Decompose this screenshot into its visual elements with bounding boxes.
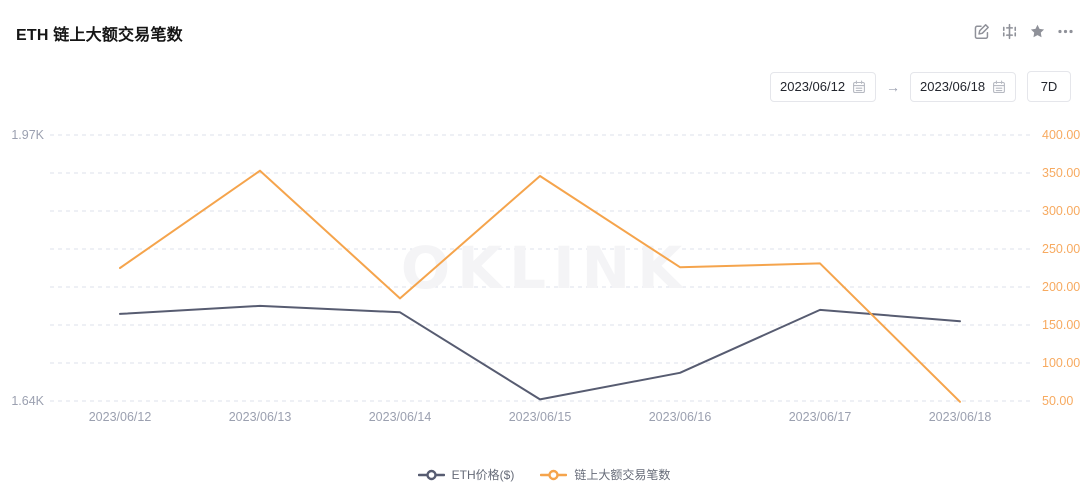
right-axis-tick-label: 50.00 [1042,394,1073,408]
x-axis-tick-label: 2023/06/18 [929,410,992,424]
legend-marker-icon [540,469,568,480]
series-line-right [119,169,961,403]
x-axis-tick-label: 2023/06/16 [649,410,712,424]
legend-label: 链上大额交易笔数 [574,468,671,482]
legend-marker-icon [417,469,445,480]
x-axis-tick-label: 2023/06/12 [89,410,152,424]
x-axis-tick-label: 2023/06/13 [229,410,292,424]
range-7d-button[interactable]: 7D [1027,71,1071,102]
legend-label: ETH价格($) [451,468,515,482]
calendar-icon [853,80,865,93]
right-axis-tick-label: 200.00 [1042,280,1080,294]
right-axis-tick-label: 150.00 [1042,318,1080,332]
page-title: ETH 链上大额交易笔数 [16,27,183,44]
end-date-value: 2023/06/18 [920,79,986,94]
indicator-compare-icon[interactable] [1001,23,1018,40]
start-date-value: 2023/06/12 [780,79,846,94]
right-axis-tick-label: 350.00 [1042,166,1080,180]
watermark: OKLINK [401,234,689,302]
x-axis-tick-label: 2023/06/14 [369,410,432,424]
start-date-input[interactable]: 2023/06/12 [770,71,876,102]
x-axis-tick-label: 2023/06/15 [509,410,572,424]
right-axis-tick-label: 300.00 [1042,204,1080,218]
right-axis-tick-label: 400.00 [1042,128,1080,142]
right-axis-tick-label: 250.00 [1042,242,1080,256]
legend-item[interactable]: ETH价格($) [417,466,515,483]
left-axis-max-label: 1.97K [11,128,44,142]
end-date-input[interactable]: 2023/06/18 [910,71,1016,102]
x-axis-tick-label: 2023/06/17 [789,410,852,424]
left-axis-min-label: 1.64K [11,394,44,408]
series-line-left [119,304,961,401]
right-axis-tick-label: 100.00 [1042,356,1080,370]
more-ellipsis-icon[interactable] [1057,23,1074,40]
favorite-star-icon[interactable] [1029,23,1046,40]
chart-legend: ETH价格($) 链上大额交易笔数 [0,466,1088,483]
legend-item[interactable]: 链上大额交易笔数 [540,466,670,483]
edit-icon[interactable] [973,23,990,40]
calendar-icon [993,80,1005,93]
date-range-toolbar: 2023/06/12 → 2023/06/18 7D [770,71,1071,102]
date-range-arrow-icon: → [886,78,900,95]
header-actions [973,23,1074,40]
